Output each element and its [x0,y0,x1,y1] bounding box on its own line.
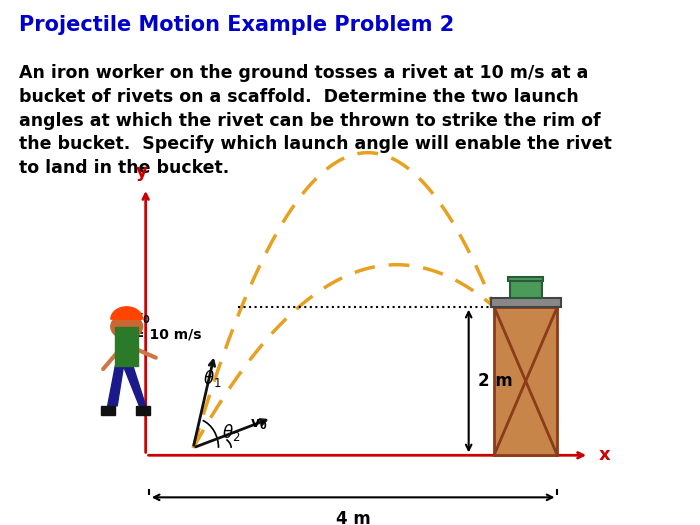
Text: 4 m: 4 m [336,510,370,525]
Bar [102,406,116,415]
Text: An iron worker on the ground tosses a rivet at 10 m/s at a
bucket of rivets on a: An iron worker on the ground tosses a ri… [19,65,612,177]
Text: x: x [598,446,610,464]
Polygon shape [123,366,146,406]
Text: 2 m: 2 m [478,372,513,390]
Text: y: y [136,163,148,181]
Text: $\mathbf{v_0}$: $\mathbf{v_0}$ [250,418,267,433]
Text: $\mathbf{v_0}$
= 10 m/s: $\mathbf{v_0}$ = 10 m/s [133,311,202,342]
Wedge shape [111,307,143,319]
Polygon shape [108,366,123,406]
Circle shape [111,314,143,339]
Bar [136,406,150,415]
Bar [116,327,138,366]
Text: $\theta_2$: $\theta_2$ [222,422,240,443]
Bar [508,277,543,280]
Text: Projectile Motion Example Problem 2: Projectile Motion Example Problem 2 [19,15,454,35]
Bar [510,278,542,298]
Text: $\theta_1$: $\theta_1$ [203,368,221,388]
Bar [491,298,561,307]
